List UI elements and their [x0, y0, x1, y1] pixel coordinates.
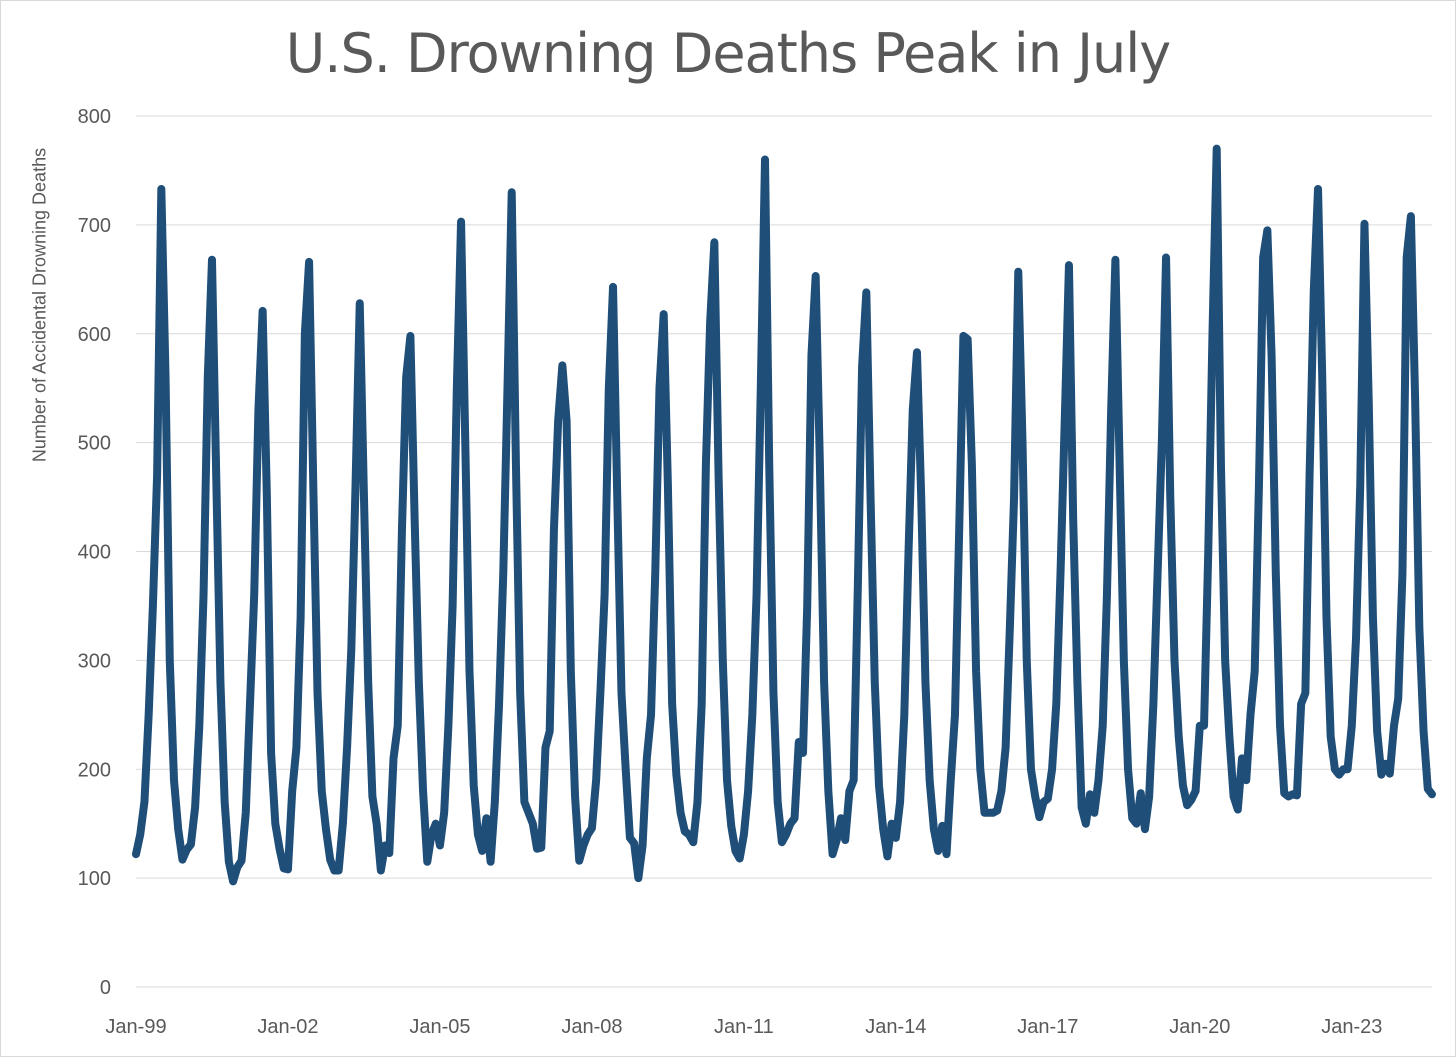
x-tick-label: Jan-14	[865, 1016, 926, 1038]
gridlines	[136, 115, 1432, 988]
x-tick-label: Jan-23	[1321, 1016, 1382, 1038]
chart-title: U.S. Drowning Deaths Peak in July	[285, 22, 1171, 85]
y-tick-label: 0	[100, 977, 111, 999]
y-tick-label: 700	[78, 215, 111, 237]
y-tick-label: 800	[78, 106, 111, 128]
series-line-drowning-deaths	[132, 144, 1436, 886]
x-tick-label: Jan-02	[257, 1016, 318, 1038]
x-tick-label: Jan-05	[409, 1016, 470, 1038]
x-tick-label: Jan-99	[105, 1016, 166, 1038]
series-layer	[132, 144, 1436, 886]
x-tick-label: Jan-17	[1017, 1016, 1078, 1038]
y-tick-label: 300	[78, 650, 111, 672]
y-axis-ticks: 0 100 200 300 400 500 600 700 800	[78, 106, 111, 999]
y-tick-label: 100	[78, 868, 111, 890]
y-tick-label: 600	[78, 324, 111, 346]
y-tick-label: 200	[78, 759, 111, 781]
y-tick-label: 500	[78, 433, 111, 455]
x-axis-ticks: Jan-99 Jan-02 Jan-05 Jan-08 Jan-11 Jan-14 Jan-…	[105, 1016, 1382, 1038]
x-tick-label: Jan-11	[714, 1016, 774, 1038]
y-tick-label: 400	[78, 542, 111, 564]
x-tick-label: Jan-20	[1169, 1016, 1230, 1038]
x-tick-label: Jan-08	[561, 1016, 622, 1038]
